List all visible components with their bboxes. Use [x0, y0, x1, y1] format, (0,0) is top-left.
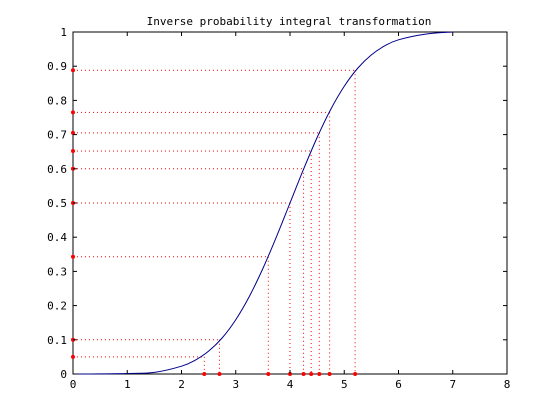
- transformed-sample-point: [317, 372, 321, 376]
- transformed-sample-point: [202, 372, 206, 376]
- transformed-sample-point: [302, 372, 306, 376]
- y-tick-label: 0.4: [47, 231, 67, 244]
- x-tick-label: 3: [232, 378, 239, 391]
- x-tick-label: 7: [449, 378, 456, 391]
- uniform-sample-point: [71, 68, 75, 72]
- transformed-sample-point: [309, 372, 313, 376]
- x-tick-label: 6: [395, 378, 402, 391]
- y-tick-label: 0.5: [47, 197, 67, 210]
- transformed-sample-point: [328, 372, 332, 376]
- y-tick-label: 0.2: [47, 300, 67, 313]
- uniform-sample-point: [71, 255, 75, 259]
- y-tick-label: 0.3: [47, 265, 67, 278]
- uniform-sample-point: [71, 355, 75, 359]
- x-tick-label: 0: [70, 378, 77, 391]
- x-tick-label: 5: [341, 378, 348, 391]
- uniform-sample-point: [71, 149, 75, 153]
- x-tick-label: 2: [178, 378, 185, 391]
- uniform-sample-point: [71, 110, 75, 114]
- y-tick-label: 0.7: [47, 129, 67, 142]
- y-tick-label: 0.9: [47, 60, 67, 73]
- transformed-sample-point: [353, 372, 357, 376]
- y-tick-label: 0.8: [47, 94, 67, 107]
- x-tick-label: 1: [124, 378, 131, 391]
- transformed-sample-point: [217, 372, 221, 376]
- transformed-sample-point: [266, 372, 270, 376]
- y-tick-label: 0.1: [47, 334, 67, 347]
- y-tick-label: 1: [60, 26, 67, 39]
- x-tick-label: 4: [287, 378, 294, 391]
- y-tick-label: 0: [60, 368, 67, 381]
- x-tick-label: 8: [504, 378, 511, 391]
- chart-title: Inverse probability integral transformat…: [147, 15, 432, 28]
- y-tick-label: 0.6: [47, 163, 67, 176]
